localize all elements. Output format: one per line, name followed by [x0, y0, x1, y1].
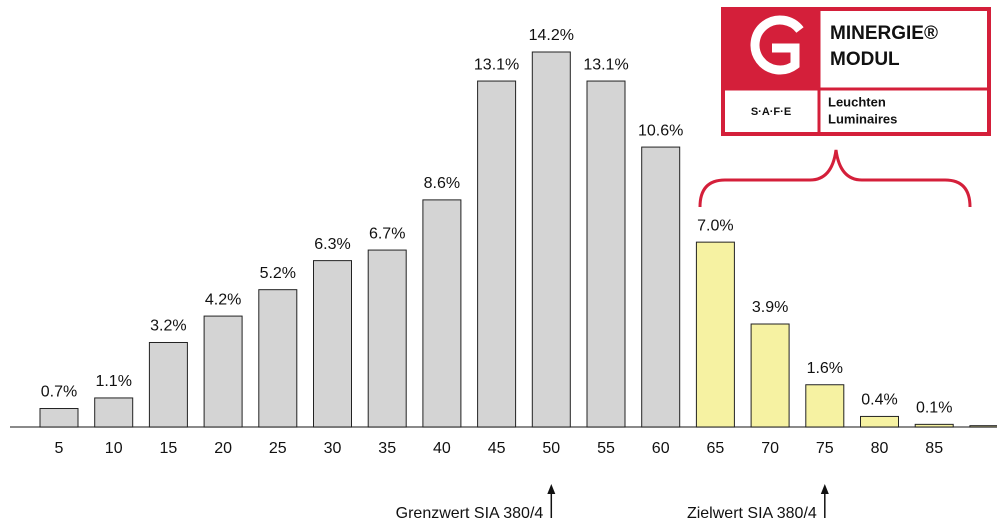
x-tick-label: 15: [160, 440, 178, 457]
logo: MINERGIE® MODUL S·A·F·E Leuchten Luminai…: [721, 7, 991, 136]
bar: [258, 289, 298, 428]
bar: [586, 80, 626, 428]
logo-safe: S·A·F·E: [751, 106, 791, 118]
bar: [148, 341, 188, 428]
bar: [94, 397, 134, 428]
logo-brand: MINERGIE®: [830, 23, 938, 44]
x-tick-label: 40: [433, 440, 451, 457]
value-label: 4.2%: [205, 291, 241, 308]
x-tick-label: 80: [871, 440, 889, 457]
bar: [39, 408, 79, 428]
bar: [969, 425, 997, 428]
value-label: 0.7%: [41, 384, 77, 401]
annotation-arrowhead: [820, 484, 829, 494]
bar: [914, 423, 954, 428]
bar: [860, 415, 899, 428]
bar: [367, 249, 407, 428]
value-label: 10.6%: [638, 122, 683, 139]
x-tick-label: 50: [542, 440, 560, 457]
value-label: 3.9%: [752, 299, 788, 316]
bar: [641, 146, 681, 428]
logo-line: Leuchten: [828, 94, 886, 109]
value-label: 1.1%: [95, 373, 131, 390]
value-label: 1.6%: [807, 360, 843, 377]
x-tick-label: 20: [214, 440, 232, 457]
x-tick-label: 60: [652, 440, 670, 457]
value-label: 0.1%: [916, 400, 952, 417]
value-label: 8.6%: [424, 175, 460, 192]
x-tick-label: 75: [816, 440, 834, 457]
bar: [750, 323, 790, 428]
x-tick-label: 55: [597, 440, 615, 457]
bar: [422, 199, 462, 428]
x-tick-label: 65: [707, 440, 725, 457]
logo-line: Luminaires: [828, 111, 897, 126]
value-label: 14.2%: [529, 27, 574, 44]
bar: [695, 241, 735, 428]
bar: [313, 260, 352, 428]
x-tick-label: 45: [488, 440, 506, 457]
logo-g: [750, 15, 804, 75]
annotation: Zielwert SIA 380/4: [687, 505, 817, 522]
bar: [203, 315, 243, 428]
bracket: [698, 149, 972, 208]
value-label: 13.1%: [474, 56, 519, 73]
bar: [477, 80, 517, 428]
value-label: 0.4%: [861, 392, 897, 409]
x-tick-label: 70: [761, 440, 779, 457]
logo-module: MODUL: [830, 49, 900, 70]
value-label: 5.2%: [260, 265, 296, 282]
bar: [805, 384, 845, 428]
value-label: 6.3%: [314, 236, 350, 253]
x-tick-label: 10: [105, 440, 123, 457]
x-tick-label: 25: [269, 440, 287, 457]
annotation: Grenzwert SIA 380/4: [396, 505, 544, 522]
value-label: 13.1%: [583, 56, 628, 73]
x-tick-label: 35: [378, 440, 396, 457]
value-label: 3.2%: [150, 318, 186, 335]
value-label: 6.7%: [369, 225, 405, 242]
x-tick-label: 5: [55, 440, 64, 457]
value-label: 7.0%: [697, 217, 733, 234]
x-tick-label: 85: [925, 440, 943, 457]
x-tick-label: 30: [324, 440, 342, 457]
annotation-arrowhead: [547, 484, 556, 494]
bar: [531, 51, 571, 428]
